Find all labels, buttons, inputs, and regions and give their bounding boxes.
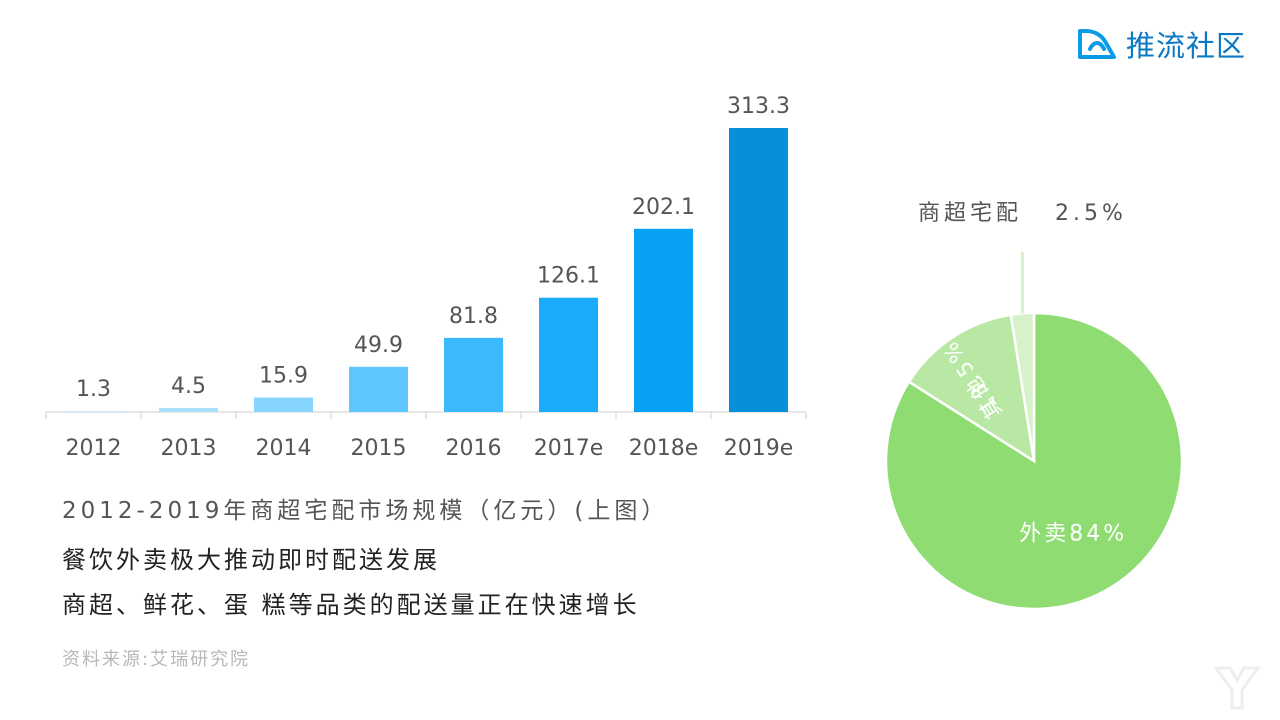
bar-chart: 1.3 2012 4.5 2013 15.9 2014 49.9 2015 81.8 2016 12… (45, 94, 807, 461)
pie-label-top: 商超宅配 2.5% (918, 201, 1127, 226)
x-tick-label: 2019e (724, 436, 794, 461)
bar-value-label: 313.3 (727, 94, 790, 119)
pie-slice (1009, 311, 1036, 462)
logo-text: 推流社区 (1126, 29, 1247, 63)
x-tick-label: 2018e (629, 436, 699, 461)
x-tick-label: 2012 (66, 436, 122, 461)
pie-slice-label: 外卖84% (1019, 521, 1127, 546)
x-tick-label: 2017e (534, 436, 604, 461)
watermark-icon (1213, 666, 1261, 710)
chart-caption: 2012-2019年商超宅配市场规模（亿元）(上图） (62, 498, 669, 524)
pie-chart: 外卖84%13.5%其他 (884, 252, 1184, 611)
bar-value-label: 1.3 (76, 377, 111, 402)
x-tick-label: 2016 (446, 436, 502, 461)
bar (634, 228, 693, 412)
bar (539, 297, 598, 412)
bar (729, 128, 788, 412)
bar-value-label: 126.1 (537, 264, 600, 289)
bar-value-label: 202.1 (632, 195, 695, 220)
bar (444, 337, 503, 412)
bar-value-label: 49.9 (354, 333, 403, 358)
bar (159, 407, 218, 412)
pie-slice (907, 313, 1036, 464)
x-tick-label: 2014 (256, 436, 312, 461)
bar-value-label: 81.8 (449, 304, 498, 329)
x-tick-label: 2015 (351, 436, 407, 461)
logo-icon (1078, 29, 1116, 59)
bar-value-label: 4.5 (171, 374, 206, 399)
bar (349, 366, 408, 412)
bar-value-label: 15.9 (259, 364, 308, 389)
bar (64, 410, 123, 412)
logo: 推流社区 (1076, 22, 1246, 66)
bar (254, 397, 313, 412)
source-note: 资料来源:艾瑞研究院 (62, 649, 251, 670)
summary-line-1: 餐饮外卖极大推动即时配送发展 (62, 546, 440, 574)
x-tick-label: 2013 (161, 436, 217, 461)
summary-line-2: 商超、鲜花、蛋 糕等品类的配送量正在快速增长 (62, 591, 640, 619)
